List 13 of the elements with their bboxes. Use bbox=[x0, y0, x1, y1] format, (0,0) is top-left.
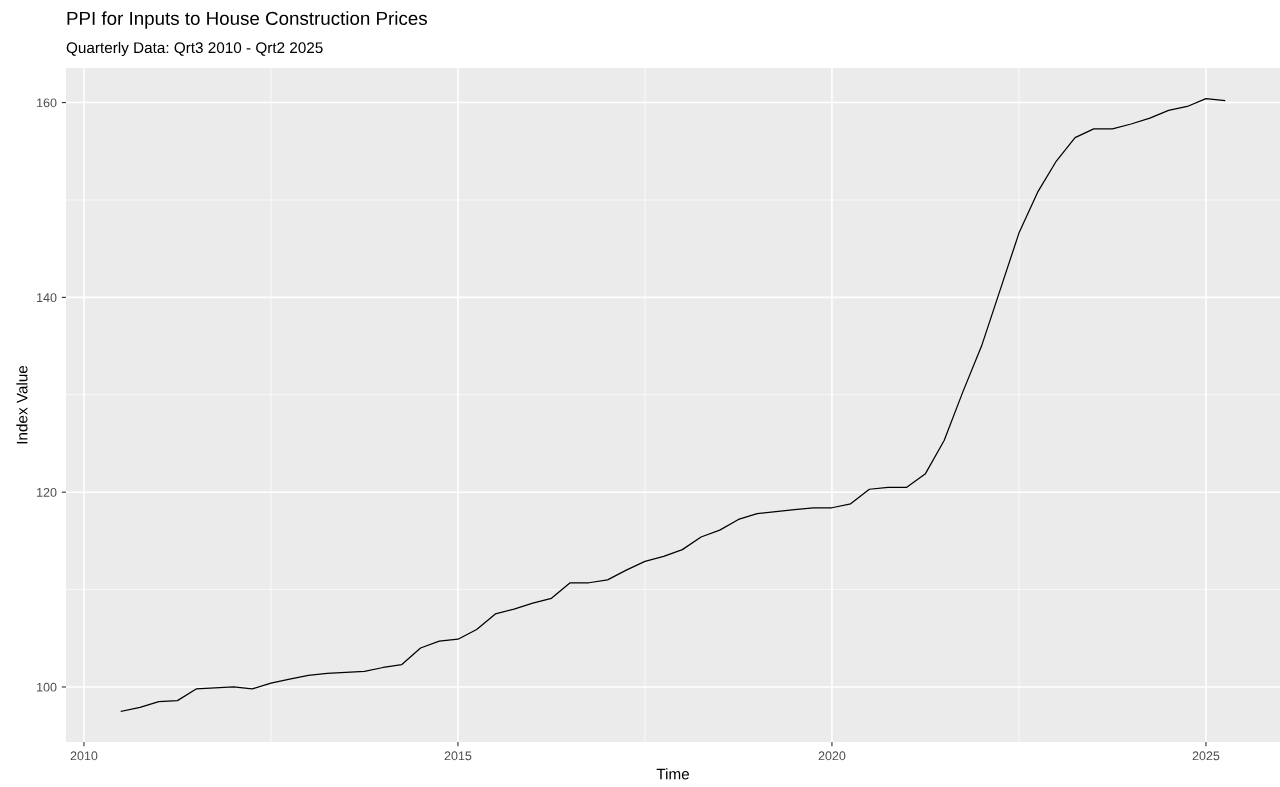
x-tick-label: 2020 bbox=[818, 751, 846, 761]
x-tick-label: 2015 bbox=[444, 751, 472, 761]
y-tick-label: 100 bbox=[37, 682, 57, 692]
x-tick-label: 2025 bbox=[1192, 751, 1220, 761]
line-series bbox=[120, 98, 1226, 712]
y-tick-label: 120 bbox=[37, 487, 57, 497]
y-axis-title: Index Value bbox=[16, 365, 28, 444]
chart-subtitle: Quarterly Data: Qrt3 2010 - Qrt2 2025 bbox=[66, 41, 323, 57]
y-tick-label: 140 bbox=[37, 293, 57, 303]
x-axis-title: Time bbox=[656, 768, 690, 780]
y-tick-label: 160 bbox=[37, 98, 57, 108]
x-tick-label: 2010 bbox=[70, 751, 98, 761]
chart-title: PPI for Inputs to House Construction Prices bbox=[67, 11, 427, 29]
